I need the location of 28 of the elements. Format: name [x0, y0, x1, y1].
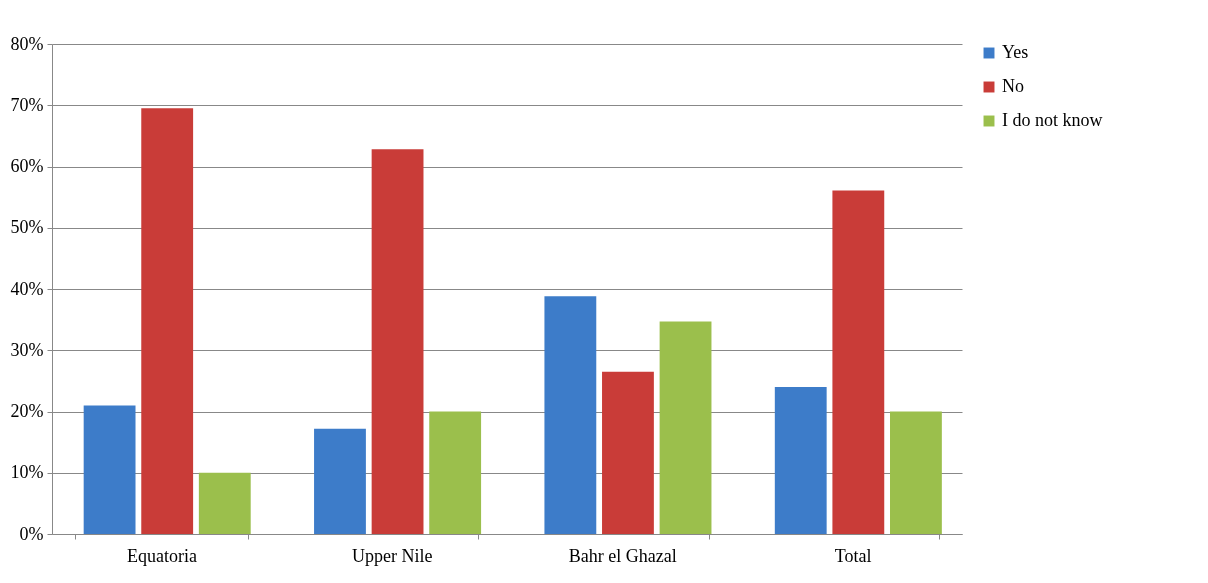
y-tick-label: 80% — [10, 33, 44, 54]
x-tick-label: Total — [834, 545, 872, 566]
legend-label: Yes — [1002, 42, 1029, 62]
bar — [141, 108, 194, 534]
bar — [429, 411, 482, 534]
bar — [198, 472, 251, 534]
x-tick-label: Equatoria — [126, 545, 197, 566]
y-tick-label: 60% — [10, 156, 44, 176]
x-tick-label: Bahr el Ghazal — [568, 545, 677, 566]
bar — [371, 149, 424, 534]
bar — [832, 190, 885, 534]
y-tick-label: 30% — [10, 339, 44, 360]
y-tick-label: 20% — [10, 401, 44, 421]
legend-label: I do not know — [1002, 110, 1103, 130]
legend-label: No — [1002, 76, 1024, 96]
bar — [544, 296, 597, 534]
bar — [659, 321, 712, 534]
y-tick-label: 40% — [10, 278, 44, 299]
bar — [314, 428, 366, 534]
y-tick-label: 10% — [10, 462, 44, 483]
bar — [83, 405, 136, 534]
bar — [890, 411, 942, 534]
y-tick-label: 50% — [10, 217, 44, 238]
y-tick-label: 0% — [19, 523, 44, 544]
bar — [774, 387, 827, 534]
bar — [602, 371, 654, 534]
y-tick-label: 70% — [10, 94, 44, 115]
x-tick-label: Upper Nile — [352, 545, 433, 566]
